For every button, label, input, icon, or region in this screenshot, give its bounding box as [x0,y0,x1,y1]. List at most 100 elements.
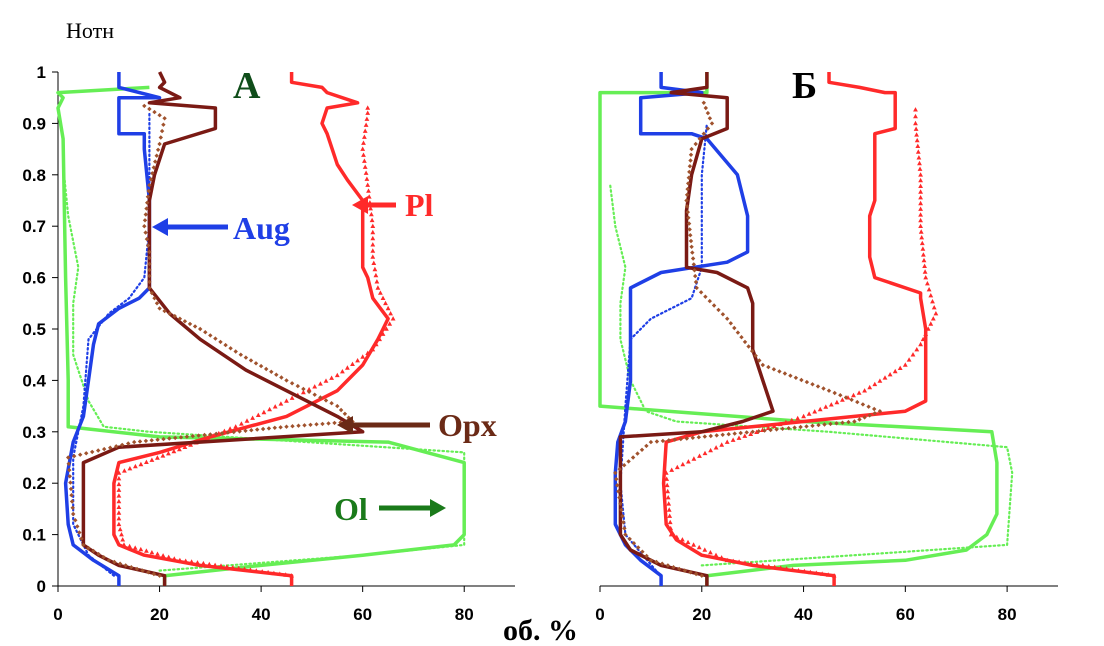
pl-marker [730,437,736,442]
pl-marker [195,560,200,565]
pl-marker [370,223,376,228]
opx-marker [688,233,693,238]
opx-marker [627,536,632,542]
y-tick-label: 0 [37,577,46,596]
opx-marker [615,483,620,488]
pl-marker [361,140,366,145]
pl-marker [928,293,934,298]
pl-marker [784,566,789,571]
series-opx-model-line [618,72,775,586]
opx-marker [326,421,331,426]
opx-marker [147,267,152,273]
opx-marker [746,344,751,349]
opx-marker [272,425,277,430]
opx-marker [120,442,125,448]
pl-marker [918,177,923,183]
pl-marker [872,381,878,387]
opx-marker [709,121,715,126]
opx-marker [698,290,704,295]
opx-marker [834,421,839,426]
opx-marker [804,424,809,429]
opx-marker [684,192,690,197]
pl-marker [301,389,306,395]
opx-marker [714,433,719,438]
opx-marker [312,392,317,397]
opx-marker [274,372,279,377]
opx-marker [815,384,821,389]
opx-marker [208,333,213,338]
pl-marker [713,552,719,557]
pl-marker [922,269,928,274]
pl-marker [227,426,233,431]
pl-marker [224,564,230,569]
pl-marker [783,419,789,425]
callout-arrowhead-opx [337,416,353,434]
opx-marker [84,451,89,456]
opx-marker [90,449,95,455]
pl-marker [363,170,369,175]
pl-marker [370,235,376,241]
opx-marker [862,415,867,420]
pl-marker [910,352,916,357]
opx-marker [67,467,72,473]
opx-marker [687,164,693,169]
opx-marker [147,182,152,188]
pl-marker [760,562,766,568]
pl-marker [921,252,926,257]
x-tick-label: 20 [692,605,711,624]
pl-marker [250,415,255,420]
pl-marker [754,429,759,434]
pl-marker [674,464,680,470]
opx-marker [677,566,682,572]
opx-marker [223,342,228,348]
opx-marker [338,407,344,413]
opx-marker [154,153,159,158]
pl-marker [261,409,267,415]
opx-marker [332,420,337,426]
pl-marker [371,260,377,265]
opx-marker [161,436,166,442]
pl-marker [171,448,177,454]
pl-marker [242,566,247,571]
opx-marker [614,476,619,482]
pl-marker [201,560,206,566]
pl-marker [183,558,189,563]
pl-marker [913,126,919,131]
opx-marker [248,358,254,363]
opx-marker [96,448,101,453]
opx-marker [725,316,730,321]
opx-marker [816,422,821,428]
pl-marker [253,568,259,573]
opx-marker [157,573,162,578]
pl-marker [116,487,122,492]
opx-marker [145,194,151,199]
series-opx-markers [613,100,883,578]
opx-marker [838,393,843,398]
opx-marker [618,501,623,506]
pl-marker [365,350,371,355]
pl-marker [267,406,272,412]
pl-marker [925,281,930,286]
opx-marker [225,430,231,435]
opx-marker [214,431,219,436]
opx-marker [701,100,706,105]
opx-marker [132,439,137,445]
opx-marker [682,568,687,573]
opx-marker [793,375,799,380]
opx-marker [301,386,306,392]
pl-marker [120,537,126,542]
x-tick-label: 0 [53,605,62,624]
pl-marker [364,176,370,181]
pl-marker [914,137,920,143]
pl-marker [329,375,334,380]
pl-marker [795,415,801,421]
pl-marker [680,461,686,467]
pl-marker [121,542,127,547]
pl-marker [736,559,742,564]
opx-marker [688,570,693,575]
opx-marker [639,447,645,452]
opx-marker [142,224,147,229]
pl-marker [283,572,289,577]
pl-marker [370,248,376,253]
opx-marker [846,419,851,425]
